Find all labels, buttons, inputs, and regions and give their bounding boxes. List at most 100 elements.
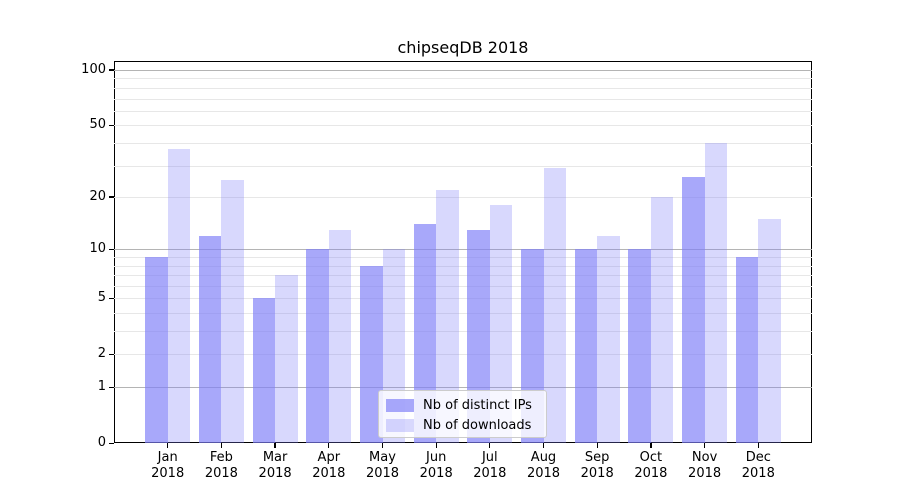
x-tick-label-month: Jan — [157, 450, 178, 466]
x-tick-label-nov: Nov 2018 — [678, 450, 732, 482]
bar-downloads-apr — [328, 229, 352, 444]
x-tick-label-month: Jul — [481, 450, 498, 466]
x-tick-aug — [542, 443, 545, 449]
x-tick-feb — [220, 443, 223, 449]
x-tick-label-year: 2018 — [741, 466, 775, 482]
y-tick-label-10: 10 — [89, 241, 106, 257]
bar-ips-jan — [145, 257, 168, 444]
x-tick-label-year: 2018 — [258, 466, 292, 482]
bar-ips-may — [360, 265, 383, 444]
x-tick-mar — [274, 443, 276, 449]
legend-entry-downloads: Nb of downloads — [386, 415, 531, 435]
x-tick-label-year: 2018 — [419, 466, 453, 482]
bar-ips-apr — [306, 249, 329, 444]
x-tick-label-year: 2018 — [634, 466, 668, 482]
x-tick-label-year: 2018 — [204, 466, 238, 482]
gridline-minor-3 — [114, 331, 812, 333]
x-tick-label-dec: Dec 2018 — [731, 450, 785, 482]
x-tick-label-mar: Mar 2018 — [248, 450, 302, 482]
bar-downloads-jun — [436, 189, 459, 444]
bar-ips-sep — [574, 249, 598, 444]
legend: Nb of distinct IPs Nb of downloads — [378, 390, 547, 438]
x-tick-label-may: May 2018 — [356, 450, 410, 482]
y-tick-10 — [109, 248, 114, 250]
bar-downloads-nov — [704, 142, 728, 444]
legend-label-distinct-ips: Nb of distinct IPs — [423, 397, 532, 413]
x-tick-label-month: Dec — [745, 450, 771, 466]
gridline-minor-60 — [114, 110, 812, 112]
bar-downloads-mar — [275, 275, 298, 444]
x-tick-label-apr: Apr 2018 — [302, 450, 356, 482]
x-tick-label-month: Aug — [530, 450, 557, 466]
y-tick-label-1: 1 — [97, 379, 106, 395]
legend-swatch-downloads — [386, 418, 414, 432]
y-tick-1 — [109, 386, 114, 388]
bar-downloads-sep — [597, 235, 620, 444]
x-tick-apr — [328, 443, 330, 449]
y-tick-label-50: 50 — [89, 117, 106, 133]
x-tick-label-year: 2018 — [365, 466, 400, 482]
x-tick-label-oct: Oct 2018 — [624, 450, 678, 482]
gridline-minor-4 — [114, 313, 812, 315]
x-tick-label-month: Nov — [691, 450, 718, 466]
x-tick-label-year: 2018 — [151, 466, 185, 482]
y-tick-100 — [109, 69, 114, 71]
bar-ips-jun — [413, 224, 437, 444]
x-tick-label-month: Sep — [584, 450, 610, 466]
y-tick-50 — [109, 124, 114, 126]
gridline-minor-8 — [114, 265, 812, 267]
x-tick-label-year: 2018 — [312, 466, 346, 482]
gridline-minor-9 — [114, 257, 812, 259]
x-tick-label-year: 2018 — [526, 466, 561, 482]
gridline-minor-7 — [114, 275, 812, 277]
y-tick-20 — [109, 196, 114, 198]
x-tick-label-month: Jun — [426, 450, 447, 466]
x-tick-jul — [489, 443, 491, 449]
x-tick-label-month: Mar — [262, 450, 288, 466]
gridline-minor-90 — [114, 78, 812, 80]
x-tick-jun — [435, 443, 437, 449]
gridline-minor-70 — [114, 98, 812, 100]
y-tick-2 — [109, 353, 114, 356]
gridline-minor-30 — [114, 165, 812, 167]
gridline-major-10 — [114, 249, 812, 251]
x-tick-label-month: Apr — [317, 450, 341, 466]
x-tick-label-year: 2018 — [580, 466, 614, 482]
gridline-minor-2 — [114, 354, 812, 356]
bar-downloads-oct — [650, 197, 674, 444]
legend-entry-distinct-ips: Nb of distinct IPs — [386, 395, 532, 415]
bar-downloads-dec — [758, 219, 781, 444]
legend-label-downloads: Nb of downloads — [423, 417, 532, 433]
bar-ips-dec — [735, 257, 759, 444]
x-tick-label-jul: Jul 2018 — [463, 450, 517, 482]
y-tick-label-0: 0 — [97, 435, 106, 451]
gridline-minor-20 — [114, 197, 812, 198]
gridline-major-1 — [114, 387, 812, 389]
gridline-minor-6 — [114, 285, 812, 287]
x-tick-label-month: May — [369, 450, 396, 466]
x-tick-label-jan: Jan 2018 — [141, 450, 195, 482]
bar-downloads-feb — [221, 179, 244, 444]
bar-ips-mar — [252, 298, 276, 444]
bar-downloads-aug — [543, 168, 566, 444]
gridline-minor-80 — [114, 87, 812, 89]
x-tick-label-sep: Sep 2018 — [570, 450, 624, 482]
x-tick-label-month: Oct — [639, 450, 663, 466]
x-tick-label-month: Feb — [209, 450, 233, 466]
x-tick-dec — [757, 443, 759, 449]
x-tick-label-jun: Jun 2018 — [409, 450, 463, 482]
y-tick-label-2: 2 — [97, 346, 106, 362]
gridline-minor-5 — [114, 298, 812, 300]
x-tick-sep — [596, 443, 598, 449]
bar-ips-oct — [628, 249, 651, 444]
gridline-major-100 — [114, 70, 812, 71]
x-tick-jan — [167, 443, 169, 449]
y-tick-0 — [109, 442, 114, 444]
x-tick-may — [381, 443, 384, 449]
y-tick-label-5: 5 — [97, 290, 106, 306]
x-tick-label-feb: Feb 2018 — [194, 450, 248, 482]
y-tick-label-100: 100 — [81, 62, 106, 77]
bar-downloads-jul — [489, 205, 513, 444]
chart-title: chipseqDB 2018 — [397, 38, 529, 57]
